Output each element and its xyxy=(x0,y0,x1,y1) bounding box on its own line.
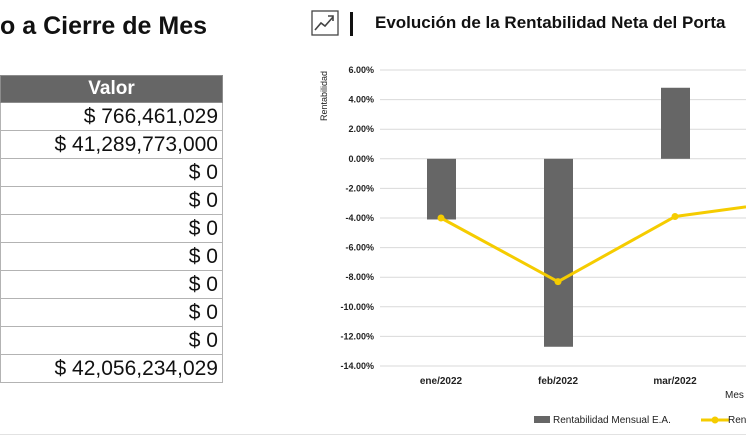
value-table: Valor $ 766,461,029 $ 41,289,773,000 $ 0… xyxy=(0,75,223,383)
table-row: $ 0 xyxy=(0,186,223,215)
table-row: $ 41,289,773,000 xyxy=(0,130,223,159)
line-point xyxy=(671,213,679,221)
y-tick-label: -8.00% xyxy=(345,272,374,282)
x-tick-label: mar/2022 xyxy=(653,376,697,387)
page-title-left: o a Cierre de Mes xyxy=(0,12,208,40)
table-row: $ 0 xyxy=(0,326,223,355)
table-cell-value: $ 0 xyxy=(0,158,223,187)
chart-title: Evolución de la Rentabilidad Neta del Po… xyxy=(375,13,726,32)
y-tick-label: 4.00% xyxy=(348,95,374,105)
title-divider xyxy=(350,12,353,36)
rentabilidad-chart: 6.00% 4.00% 2.00% 0.00% -2.00% -4.00% -6.00% -8… xyxy=(319,65,746,426)
x-tick-label: ene/2022 xyxy=(420,376,463,387)
trend-chart-icon xyxy=(311,10,339,36)
y-tick-label: 2.00% xyxy=(348,124,374,134)
table-row: $ 0 xyxy=(0,242,223,271)
y-axis-label: Rentabilidad xyxy=(319,71,329,121)
chart-legend: Rentabilidad Mensual E.A. Rent xyxy=(534,415,746,426)
table-cell-total: $ 42,056,234,029 xyxy=(0,354,223,383)
x-tick-label: feb/2022 xyxy=(538,376,578,387)
table-row: $ 0 xyxy=(0,270,223,299)
footer-divider xyxy=(0,434,746,435)
table-cell-value: $ 0 xyxy=(0,326,223,355)
chart-line-series xyxy=(437,205,746,286)
legend-swatch-bar xyxy=(534,416,550,423)
table-cell-value: $ 41,289,773,000 xyxy=(0,130,223,159)
table-cell-value: $ 0 xyxy=(0,298,223,327)
table-row: $ 42,056,234,029 xyxy=(0,354,223,383)
table-cell-value: $ 0 xyxy=(0,242,223,271)
table-cell-value: $ 0 xyxy=(0,186,223,215)
table-header-row: Valor xyxy=(0,75,223,103)
bar xyxy=(661,87,690,159)
y-tick-label: 6.00% xyxy=(348,65,374,75)
y-tick-label: -6.00% xyxy=(345,243,374,253)
table-row: $ 0 xyxy=(0,298,223,327)
table-row: $ 766,461,029 xyxy=(0,102,223,131)
y-tick-label: -14.00% xyxy=(340,361,374,371)
bar xyxy=(427,158,456,220)
chart-bars xyxy=(427,87,690,347)
y-tick-label: -2.00% xyxy=(345,183,374,193)
bar xyxy=(544,158,573,347)
table-cell-value: $ 0 xyxy=(0,270,223,299)
table-header-valor: Valor xyxy=(0,75,223,103)
series-line xyxy=(440,205,746,284)
x-axis-label: Mes xyxy=(725,390,744,401)
table-cell-value: $ 766,461,029 xyxy=(0,102,223,131)
y-tick-label: -10.00% xyxy=(340,302,374,312)
y-tick-label: -4.00% xyxy=(345,213,374,223)
legend-label: Rentabilidad Mensual E.A. xyxy=(553,415,671,426)
y-tick-label: -12.00% xyxy=(340,331,374,341)
legend-label: Rent xyxy=(728,415,746,426)
chart-x-axis: ene/2022 feb/2022 mar/2022 xyxy=(420,376,697,387)
line-point xyxy=(437,214,445,222)
table-row: $ 0 xyxy=(0,158,223,187)
table-cell-value: $ 0 xyxy=(0,214,223,243)
table-row: $ 0 xyxy=(0,214,223,243)
chart-y-axis: 6.00% 4.00% 2.00% 0.00% -2.00% -4.00% -6.00% -8… xyxy=(340,65,374,371)
legend-swatch-point xyxy=(711,416,719,424)
y-tick-label: 0.00% xyxy=(348,154,374,164)
line-point xyxy=(554,278,562,286)
